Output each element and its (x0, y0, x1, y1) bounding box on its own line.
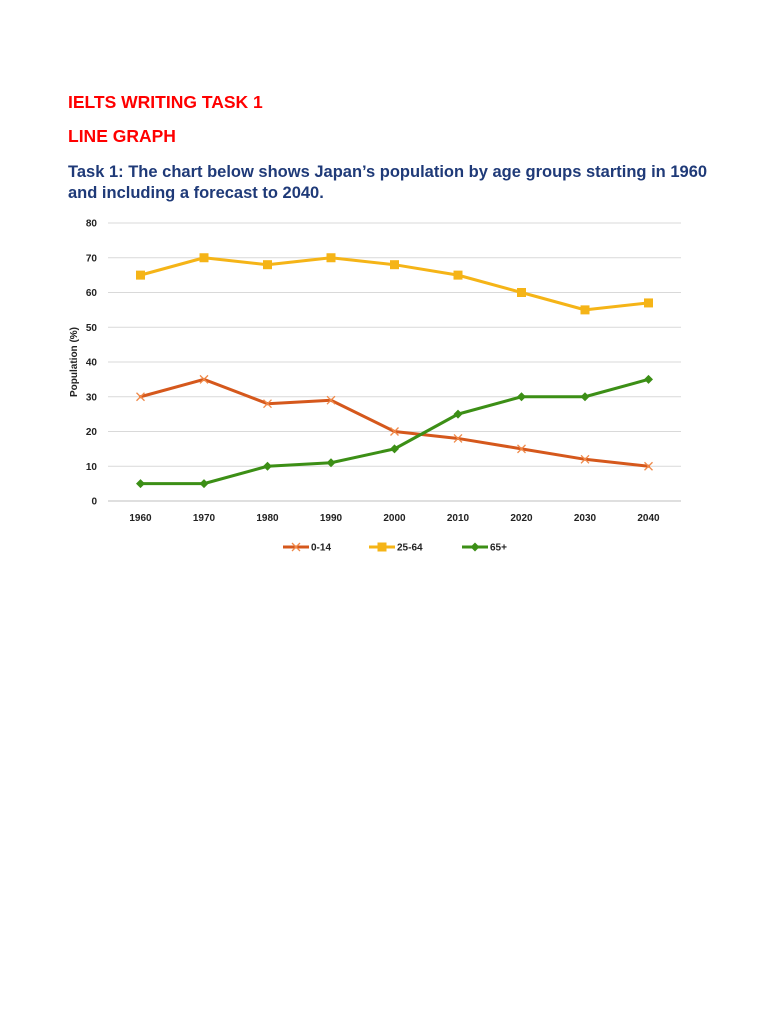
data-point (453, 270, 463, 280)
data-point (136, 270, 145, 280)
data-point (517, 444, 526, 454)
data-point (377, 542, 387, 552)
data-point (199, 253, 209, 263)
data-point (644, 461, 653, 471)
data-point (644, 374, 653, 384)
x-tick-label: 2010 (447, 513, 470, 524)
x-tick-label: 2040 (637, 513, 660, 524)
legend-label: 25-64 (397, 543, 423, 554)
series-65+ (136, 374, 653, 489)
page-title: IELTS WRITING TASK 1 (68, 92, 263, 112)
page-subtitle: LINE GRAPH (68, 126, 176, 146)
data-point (136, 392, 145, 402)
data-point (517, 392, 526, 402)
data-point (390, 260, 399, 270)
y-tick-label: 10 (86, 462, 98, 473)
legend-label: 0-14 (311, 543, 331, 554)
y-tick-label: 30 (86, 392, 98, 403)
data-point (263, 461, 272, 471)
data-point (470, 542, 480, 552)
x-tick-label: 1990 (320, 513, 343, 524)
task-description: Task 1: The chart below shows Japan’s po… (68, 163, 708, 202)
x-tick-label: 1980 (256, 513, 279, 524)
x-tick-label: 2020 (510, 513, 533, 524)
y-tick-labels: 0 10 20 30 40 50 60 70 80 (86, 219, 98, 508)
data-point (263, 260, 272, 270)
data-point (199, 374, 209, 384)
data-point (580, 305, 590, 315)
y-tick-label: 40 (86, 358, 98, 369)
data-point (326, 395, 336, 405)
x-tick-labels: 1960 1970 1980 1990 2000 2010 2020 2030 2040 (129, 513, 660, 524)
data-point (517, 288, 526, 297)
data-point (199, 479, 209, 489)
x-tick-label: 2030 (574, 513, 597, 524)
x-tick-label: 1960 (129, 513, 152, 524)
data-point (326, 458, 336, 468)
data-point (390, 444, 399, 454)
y-tick-label: 20 (86, 427, 98, 438)
legend-item: 0-14 (283, 543, 331, 554)
data-point (580, 392, 590, 402)
series-0-14 (136, 374, 653, 471)
legend: 0-14 25-64 65+ (283, 542, 507, 554)
data-point (453, 409, 463, 419)
data-point (263, 399, 272, 409)
data-point (580, 454, 590, 464)
y-axis-label: Population (%) (69, 327, 80, 397)
y-tick-label: 70 (86, 253, 98, 264)
data-point (644, 298, 653, 308)
data-point (136, 479, 145, 489)
y-tick-label: 80 (86, 219, 98, 230)
data-point (390, 427, 399, 436)
legend-item: 25-64 (369, 542, 423, 554)
legend-item: 65+ (462, 542, 507, 554)
series-lines (136, 253, 653, 489)
data-point (453, 433, 463, 443)
series-25-64 (136, 253, 653, 315)
x-tick-label: 2000 (383, 513, 406, 524)
data-point (291, 542, 301, 552)
legend-label: 65+ (490, 543, 507, 554)
y-tick-label: 50 (86, 323, 98, 334)
data-point (326, 253, 336, 263)
y-tick-label: 0 (91, 497, 97, 508)
x-tick-label: 1970 (193, 513, 216, 524)
y-tick-label: 60 (86, 288, 98, 299)
